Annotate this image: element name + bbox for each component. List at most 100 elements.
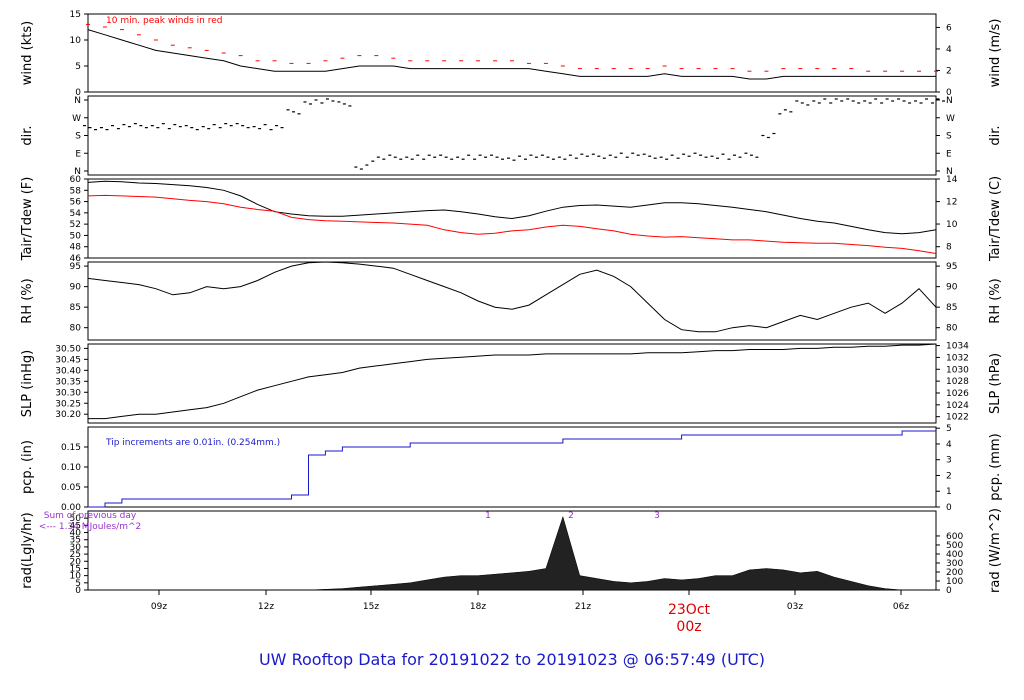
series-line-wind (87, 29, 936, 80)
ylabel-left-wind: wind (kts) (20, 21, 35, 85)
ytick-label-left-temperature: 52 (70, 220, 81, 230)
footer-title: UW Rooftop Data for 20191022 to 20191023… (258, 650, 766, 669)
series-line-humidity (87, 261, 937, 333)
ytick-label-right-radiation: 400 (946, 550, 963, 560)
ytick-label-left-temperature: 48 (70, 243, 82, 253)
ytick-label-left-pressure: 30.45 (55, 355, 81, 365)
xtick-label: 09z (151, 602, 167, 612)
radiation-peak-label: 2 (568, 511, 574, 521)
ytick-label-left-precipitation: 0.05 (61, 483, 81, 493)
ytick-label-right-direction: N (946, 96, 953, 106)
ytick-label-left-pressure: 30.30 (55, 388, 81, 398)
ytick-label-left-wind: 10 (70, 36, 82, 46)
ytick-label-right-precipitation: 1 (946, 487, 952, 497)
ytick-label-left-humidity: 80 (70, 324, 82, 334)
ylabel-right-pressure: SLP (hPa) (988, 353, 1003, 414)
ylabel-right-wind: wind (m/s) (988, 19, 1003, 88)
ytick-label-left-temperature: 54 (70, 209, 82, 219)
ytick-label-right-humidity: 90 (946, 283, 958, 293)
date-label: 23Oct (668, 602, 711, 618)
series-line-temperature (87, 194, 937, 254)
ytick-label-left-radiation: 25 (70, 550, 81, 560)
ytick-label-right-wind: 0 (946, 88, 952, 98)
ytick-label-left-pressure: 30.35 (55, 377, 81, 387)
ytick-label-right-precipitation: 3 (946, 456, 952, 466)
ytick-label-right-radiation: 0 (946, 586, 952, 596)
ytick-label-right-pressure: 1026 (946, 389, 969, 399)
ytick-label-left-precipitation: 0.10 (61, 463, 81, 473)
ytick-label-right-wind: 6 (946, 23, 952, 33)
ytick-label-right-temperature: 14 (946, 175, 958, 185)
ytick-label-left-precipitation: 0.00 (61, 503, 81, 513)
xtick-label: 12z (258, 602, 274, 612)
wind-annotation: 10 min. peak winds in red (106, 16, 223, 26)
ytick-label-left-radiation: 30 (70, 543, 82, 553)
ytick-label-left-direction: N (74, 167, 81, 177)
xtick-label: 15z (363, 602, 379, 612)
panel-frame-temperature (87, 178, 937, 259)
ytick-label-left-direction: E (75, 149, 81, 159)
ytick-label-left-humidity: 95 (70, 262, 81, 272)
xtick-label: 21z (575, 602, 591, 612)
ytick-label-left-radiation: 40 (70, 529, 82, 539)
ytick-label-left-wind: 15 (70, 10, 81, 20)
ytick-label-right-direction: W (946, 114, 955, 124)
ytick-label-right-pressure: 1030 (946, 365, 969, 375)
ylabel-left-radiation: rad(Lgly/hr) (20, 512, 35, 588)
ylabel-left-pressure: SLP (inHg) (20, 350, 35, 418)
ytick-label-left-radiation: 20 (70, 557, 82, 567)
ylabel-right-radiation: rad (W/m^2) (988, 508, 1003, 593)
panel-frame-pressure (87, 343, 937, 424)
precip-annotation: Tip increments are 0.01in. (0.254mm.) (105, 438, 280, 448)
ytick-label-right-direction: E (946, 149, 952, 159)
ytick-label-right-pressure: 1034 (946, 342, 969, 352)
ytick-label-left-radiation: 35 (70, 536, 81, 546)
panel-frame-wind (87, 13, 937, 93)
ytick-label-left-direction: S (75, 132, 81, 142)
xtick-label: 18z (470, 602, 486, 612)
ytick-label-right-temperature: 12 (946, 198, 957, 208)
radiation-peak-label: 1 (485, 511, 491, 521)
radiation-peak-label: 3 (654, 511, 660, 521)
ytick-label-left-temperature: 60 (70, 175, 82, 185)
ytick-label-left-temperature: 56 (70, 198, 82, 208)
ytick-label-right-humidity: 85 (946, 303, 957, 313)
ytick-label-left-pressure: 30.20 (55, 410, 81, 420)
ytick-label-right-radiation: 300 (946, 559, 963, 569)
ytick-label-right-temperature: 8 (946, 243, 952, 253)
ytick-label-left-temperature: 50 (70, 231, 82, 241)
xtick-label: 00z (676, 619, 701, 635)
ytick-label-left-radiation: 5 (75, 579, 81, 589)
ytick-label-right-radiation: 100 (946, 577, 963, 587)
ytick-label-right-pressure: 1032 (946, 353, 969, 363)
ytick-label-right-humidity: 80 (946, 324, 958, 334)
ytick-label-left-pressure: 30.50 (55, 344, 81, 354)
ylabel-right-precipitation: pcp. (mm) (988, 433, 1003, 500)
ytick-label-right-wind: 4 (946, 45, 952, 55)
ytick-label-left-temperature: 58 (70, 186, 82, 196)
ytick-label-right-precipitation: 4 (946, 440, 952, 450)
panel-frame-humidity (87, 261, 937, 341)
ytick-label-right-direction: S (946, 132, 952, 142)
ytick-label-left-wind: 5 (75, 62, 81, 72)
panel-frame-direction (87, 95, 937, 176)
radiation-area (88, 515, 936, 591)
ytick-label-left-radiation: 0 (75, 586, 81, 596)
ytick-label-left-radiation: 15 (70, 564, 81, 574)
ylabel-left-direction: dir. (20, 125, 35, 145)
ytick-label-right-humidity: 95 (946, 262, 957, 272)
ytick-label-right-pressure: 1028 (946, 377, 969, 387)
xtick-label: 03z (787, 602, 803, 612)
ytick-label-left-radiation: 10 (70, 572, 82, 582)
ytick-label-right-precipitation: 2 (946, 471, 952, 481)
xtick-label: 06z (893, 602, 909, 612)
ylabel-right-temperature: Tair/Tdew (C) (988, 176, 1003, 262)
ytick-label-left-temperature: 46 (70, 254, 82, 264)
ytick-label-right-radiation: 500 (946, 541, 963, 551)
ytick-label-right-temperature: 10 (946, 220, 958, 230)
radiation-sum-value: <--- 1.34 MJoules/m^2 (39, 522, 141, 532)
ylabel-left-precipitation: pcp. (in) (20, 440, 35, 494)
ytick-label-right-pressure: 1022 (946, 413, 969, 423)
ytick-label-left-pressure: 30.25 (55, 399, 81, 409)
